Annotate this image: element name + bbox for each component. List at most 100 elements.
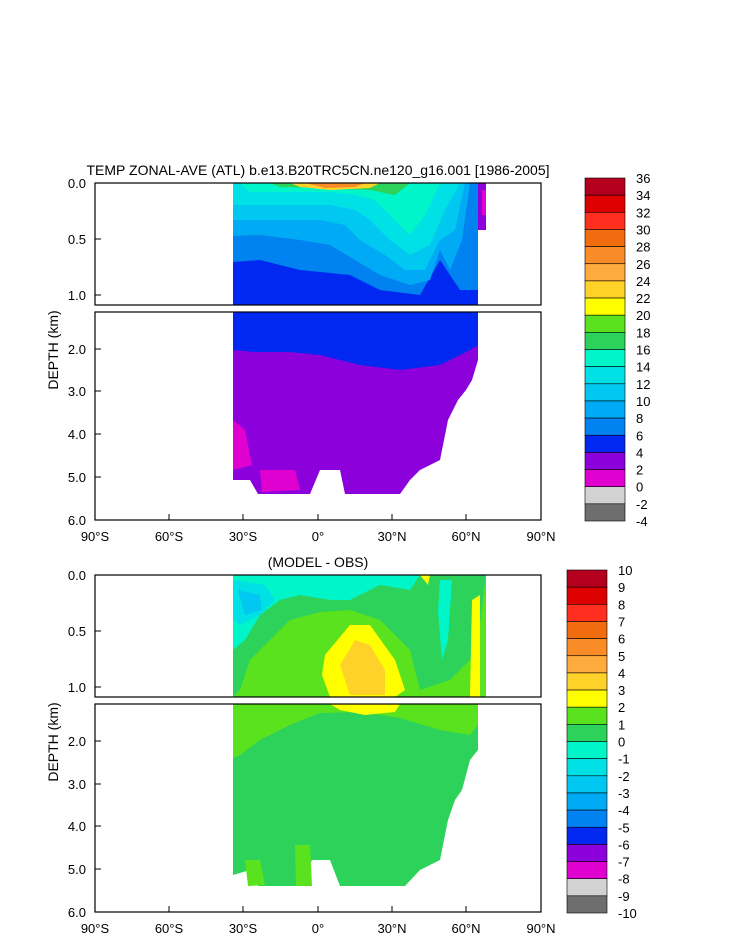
panel-1-ylabel: DEPTH (km)	[45, 310, 61, 389]
colorbar-2-label: -8	[618, 872, 630, 887]
colorbar-2-label: -4	[618, 803, 630, 818]
panel-1-ytick-7: 6.0	[68, 513, 86, 528]
panel-1-xtick-6: 90°N	[526, 529, 555, 544]
panel-1-ytick-6: 5.0	[68, 470, 86, 485]
colorbar-1-label: 22	[636, 291, 650, 306]
colorbar-2-label: -1	[618, 752, 630, 767]
colorbar-2-swatch	[566, 878, 608, 897]
colorbar-2-label: 9	[618, 580, 625, 595]
panel-2-ytick-4: 3.0	[68, 777, 86, 792]
colorbar-2-swatch	[566, 586, 608, 605]
colorbar-1-label: 14	[636, 360, 650, 375]
panel-2-region-north-green	[438, 580, 452, 660]
colorbar-1-label: 30	[636, 222, 650, 237]
colorbar-1-label: 6	[636, 428, 643, 443]
colorbar-2-swatch	[566, 826, 608, 845]
panel-2-ytick-2: 1.0	[68, 680, 86, 695]
colorbar-2-swatch	[566, 655, 608, 674]
colorbar-1-swatch	[584, 246, 626, 265]
colorbar-1-label: 18	[636, 325, 650, 340]
panel-2-xtick-4: 30°N	[377, 921, 406, 936]
colorbar-2-swatch	[566, 809, 608, 828]
colorbar-2-label: 6	[618, 632, 625, 647]
colorbar-1-label: 34	[636, 188, 650, 203]
panel-2-region-deep	[233, 704, 478, 886]
colorbar-1-label: 20	[636, 308, 650, 323]
panel-2-region-bottom-left	[245, 860, 265, 886]
panel-2-ytick-7: 6.0	[68, 905, 86, 920]
panel-2-ytick-6: 5.0	[68, 862, 86, 877]
panel-2-region-minus3	[238, 590, 262, 615]
colorbar-1-swatch	[584, 452, 626, 470]
colorbar-2-label: 0	[618, 735, 625, 750]
panel-1-xtick-1: 60°S	[155, 529, 184, 544]
panel-2-y-axis: 0.0 0.5 1.0 2.0 3.0 4.0 5.0 6.0 DEPTH (k…	[45, 568, 101, 920]
panel-2-xtick-6: 90°N	[526, 921, 555, 936]
panel-2-ytick-0: 0.0	[68, 568, 86, 583]
colorbar-1-label: -4	[636, 514, 648, 529]
colorbar-1-swatch	[584, 297, 626, 316]
colorbar-2-label: -10	[618, 906, 637, 921]
panel-1-xtick-5: 60°N	[451, 529, 480, 544]
colorbar-2-label: 1	[618, 717, 625, 732]
colorbar-1-label: 8	[636, 411, 643, 426]
panel-2-ytick-3: 2.0	[68, 734, 86, 749]
colorbar-2-swatch	[566, 603, 608, 622]
colorbar-1-label: 24	[636, 274, 650, 289]
colorbar-2-swatch	[566, 844, 608, 862]
colorbar-2-label: -9	[618, 889, 630, 904]
colorbar-1-swatch	[584, 400, 626, 419]
colorbar-1-swatch	[584, 417, 626, 436]
colorbar-2-swatch	[566, 724, 608, 742]
colorbar-1-label: 4	[636, 445, 643, 460]
colorbar-1-label: 12	[636, 377, 650, 392]
colorbar-2-label: 7	[618, 614, 625, 629]
panel-1-xtick-0: 90°S	[81, 529, 110, 544]
panel-1-xtick-4: 30°N	[377, 529, 406, 544]
panel-1-upper-field	[233, 183, 486, 305]
panel-1-y-axis: 0.0 0.5 1.0 2.0 3.0 4.0 5.0 6.0 DEPTH (k…	[45, 176, 101, 528]
panel-1-ytick-0: 0.0	[68, 176, 86, 191]
colorbar-2-label: 5	[618, 649, 625, 664]
colorbar-1-swatch	[584, 469, 626, 487]
panel-2-ylabel: DEPTH (km)	[45, 702, 61, 781]
panel-1-lower-field	[233, 312, 478, 494]
colorbar-1-label: 28	[636, 240, 650, 255]
colorbar-1-swatch	[584, 280, 626, 299]
panel-1-region-bottom-purple-left	[233, 420, 252, 470]
panel-2-region-surface-yellow	[420, 575, 430, 585]
colorbar-2-swatch	[566, 775, 608, 794]
colorbar-2-swatch	[566, 741, 608, 759]
panel-1-ytick-3: 2.0	[68, 342, 86, 357]
panel-1-region-4to6	[233, 312, 478, 370]
panel-2-xtick-5: 60°N	[451, 921, 480, 936]
colorbar-1-swatch	[584, 434, 626, 453]
colorbar-1-swatch	[584, 366, 626, 385]
colorbar-2-swatch	[566, 706, 608, 725]
colorbar-2-swatch	[566, 689, 608, 708]
colorbar-2-label: 3	[618, 683, 625, 698]
colorbar-2-label: 4	[618, 666, 625, 681]
colorbar-1-swatch	[584, 503, 626, 522]
colorbar-1-swatch	[584, 332, 626, 350]
colorbar-1-label: -2	[636, 497, 648, 512]
colorbar-1-swatch	[584, 263, 626, 282]
colorbar-1-label: 16	[636, 343, 650, 358]
panel-2-title: (MODEL - OBS)	[268, 554, 369, 570]
panel-2-upper-frame	[94, 574, 542, 698]
colorbar-1-label: 26	[636, 257, 650, 272]
panel-2-ytick-5: 4.0	[68, 819, 86, 834]
colorbar-2-swatch	[566, 861, 608, 879]
colorbar-1-label: 2	[636, 463, 643, 478]
colorbar-2-swatch	[566, 672, 608, 691]
colorbar-2-swatch	[566, 895, 608, 914]
colorbar-1-swatch	[584, 349, 626, 367]
panel-1-region-28	[305, 183, 365, 188]
panel-2-region-north-yellow	[470, 595, 480, 697]
panel-2-ytick-1: 0.5	[68, 624, 86, 639]
panel-2-region-plus3	[340, 640, 385, 695]
panel-1-x-axis: 90°S 60°S 30°S 0° 30°N 60°N 90°N	[81, 514, 556, 544]
colorbar-1-label: 0	[636, 480, 643, 495]
